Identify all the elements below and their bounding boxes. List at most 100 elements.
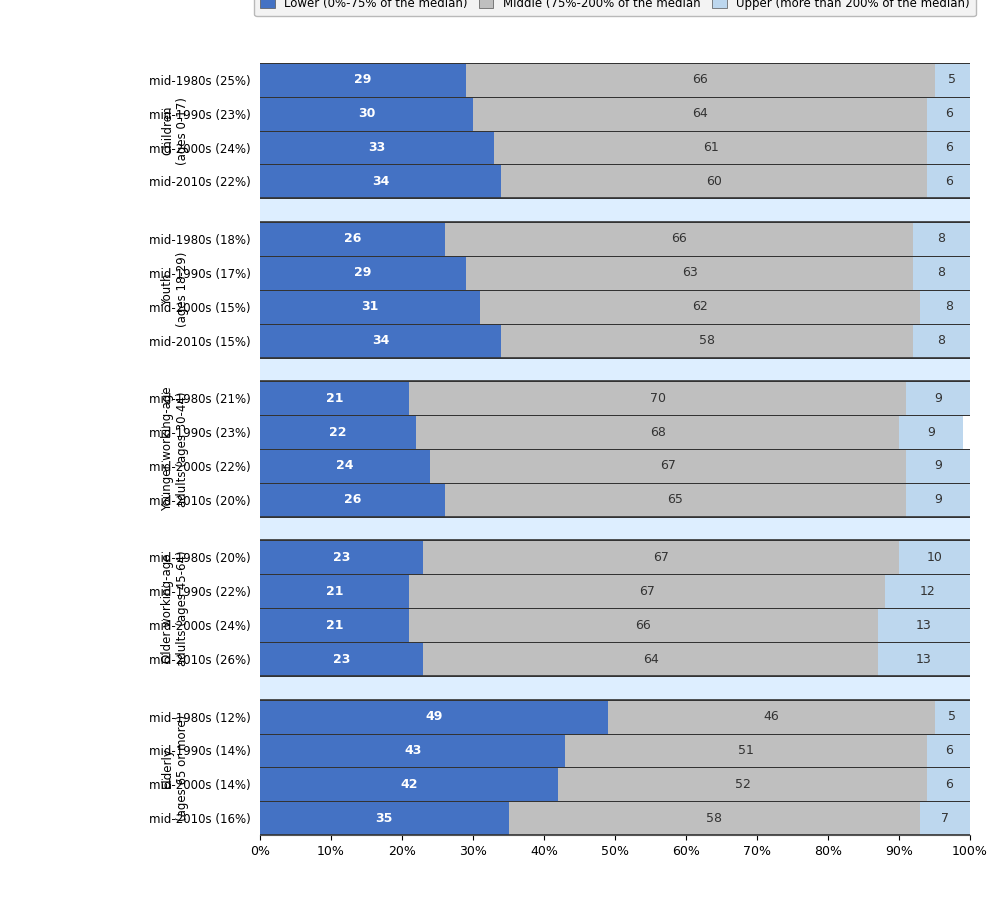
Text: 9: 9 [927, 426, 935, 438]
Bar [260, 768, 558, 801]
Bar [260, 164, 501, 198]
Text: 42: 42 [400, 778, 418, 791]
Text: 62: 62 [692, 300, 708, 313]
Text: 7: 7 [941, 812, 949, 824]
Text: 61: 61 [703, 141, 719, 154]
Text: 5: 5 [948, 710, 956, 723]
Text: 70: 70 [650, 392, 666, 405]
Text: Younger working-age
adults (ages 30-44): Younger working-age adults (ages 30-44) [161, 387, 189, 511]
Bar [260, 290, 480, 323]
Bar [260, 256, 466, 290]
Bar [260, 130, 494, 164]
Bar [920, 290, 977, 323]
Bar [260, 357, 970, 382]
Text: 29: 29 [354, 74, 372, 86]
Bar [885, 575, 970, 608]
Bar [260, 575, 409, 608]
Bar [466, 256, 913, 290]
Bar [445, 222, 913, 256]
Text: 8: 8 [938, 267, 946, 279]
Bar [913, 256, 970, 290]
Text: 60: 60 [706, 175, 722, 188]
Text: 26: 26 [344, 493, 361, 506]
Bar [878, 608, 970, 642]
Bar [927, 164, 970, 198]
Bar [899, 541, 970, 575]
Text: 30: 30 [358, 107, 375, 120]
Text: 43: 43 [404, 744, 421, 757]
Text: 33: 33 [369, 141, 386, 154]
Bar [430, 449, 906, 483]
Bar [927, 97, 970, 130]
Text: 58: 58 [699, 334, 715, 348]
Bar [501, 164, 927, 198]
Text: 6: 6 [945, 141, 953, 154]
Text: 8: 8 [945, 300, 953, 313]
Bar [906, 382, 970, 415]
Text: 21: 21 [326, 392, 343, 405]
Text: 29: 29 [354, 267, 372, 279]
Bar [927, 768, 970, 801]
Text: 6: 6 [945, 175, 953, 188]
Bar [416, 415, 899, 449]
Bar [260, 382, 409, 415]
Text: Youth
(ages 18-29): Youth (ages 18-29) [161, 252, 189, 328]
Bar [260, 608, 409, 642]
Text: 13: 13 [916, 653, 932, 665]
Text: 58: 58 [706, 812, 722, 824]
Text: Elderly
(ages 65 or more): Elderly (ages 65 or more) [161, 714, 189, 821]
Bar [934, 63, 970, 97]
Bar [934, 700, 970, 734]
Text: 49: 49 [425, 710, 443, 723]
Text: 13: 13 [916, 619, 932, 631]
Text: 26: 26 [344, 233, 361, 245]
Bar [494, 130, 927, 164]
Bar [473, 97, 927, 130]
Bar [260, 700, 608, 734]
Bar [260, 449, 430, 483]
Text: 34: 34 [372, 175, 389, 188]
Text: 35: 35 [376, 812, 393, 824]
Text: 64: 64 [643, 653, 658, 665]
Text: 34: 34 [372, 334, 389, 348]
Bar [565, 734, 927, 768]
Text: 67: 67 [653, 550, 669, 564]
Text: 66: 66 [671, 233, 687, 245]
Text: 51: 51 [738, 744, 754, 757]
Bar [466, 63, 934, 97]
Bar [608, 700, 935, 734]
Bar [480, 290, 920, 323]
Bar [260, 483, 445, 516]
Text: 9: 9 [934, 392, 942, 405]
Legend: Lower (0%-75% of the median), Middle (75%-200% of the median, Upper (more than 2: Lower (0%-75% of the median), Middle (75… [254, 0, 976, 16]
Text: 66: 66 [692, 74, 708, 86]
Text: 65: 65 [667, 493, 683, 506]
Bar [423, 642, 878, 676]
Text: 5: 5 [948, 74, 956, 86]
Text: 8: 8 [938, 233, 946, 245]
Bar [260, 198, 970, 222]
Text: 67: 67 [660, 460, 676, 472]
Bar [913, 323, 970, 357]
Text: 64: 64 [692, 107, 708, 120]
Bar [906, 449, 970, 483]
Bar [260, 801, 509, 835]
Bar [260, 97, 473, 130]
Text: 21: 21 [326, 585, 343, 598]
Bar [878, 642, 970, 676]
Bar [260, 734, 565, 768]
Bar [260, 642, 423, 676]
Text: 68: 68 [650, 426, 666, 438]
Bar [260, 63, 466, 97]
Bar [509, 801, 920, 835]
Bar [899, 415, 963, 449]
Bar [260, 415, 416, 449]
Text: 21: 21 [326, 619, 343, 631]
Bar [906, 483, 970, 516]
Text: 31: 31 [361, 300, 379, 313]
Bar [920, 801, 970, 835]
Text: 9: 9 [934, 493, 942, 506]
Bar [260, 541, 423, 575]
Text: 24: 24 [336, 460, 354, 472]
Text: 63: 63 [682, 267, 697, 279]
